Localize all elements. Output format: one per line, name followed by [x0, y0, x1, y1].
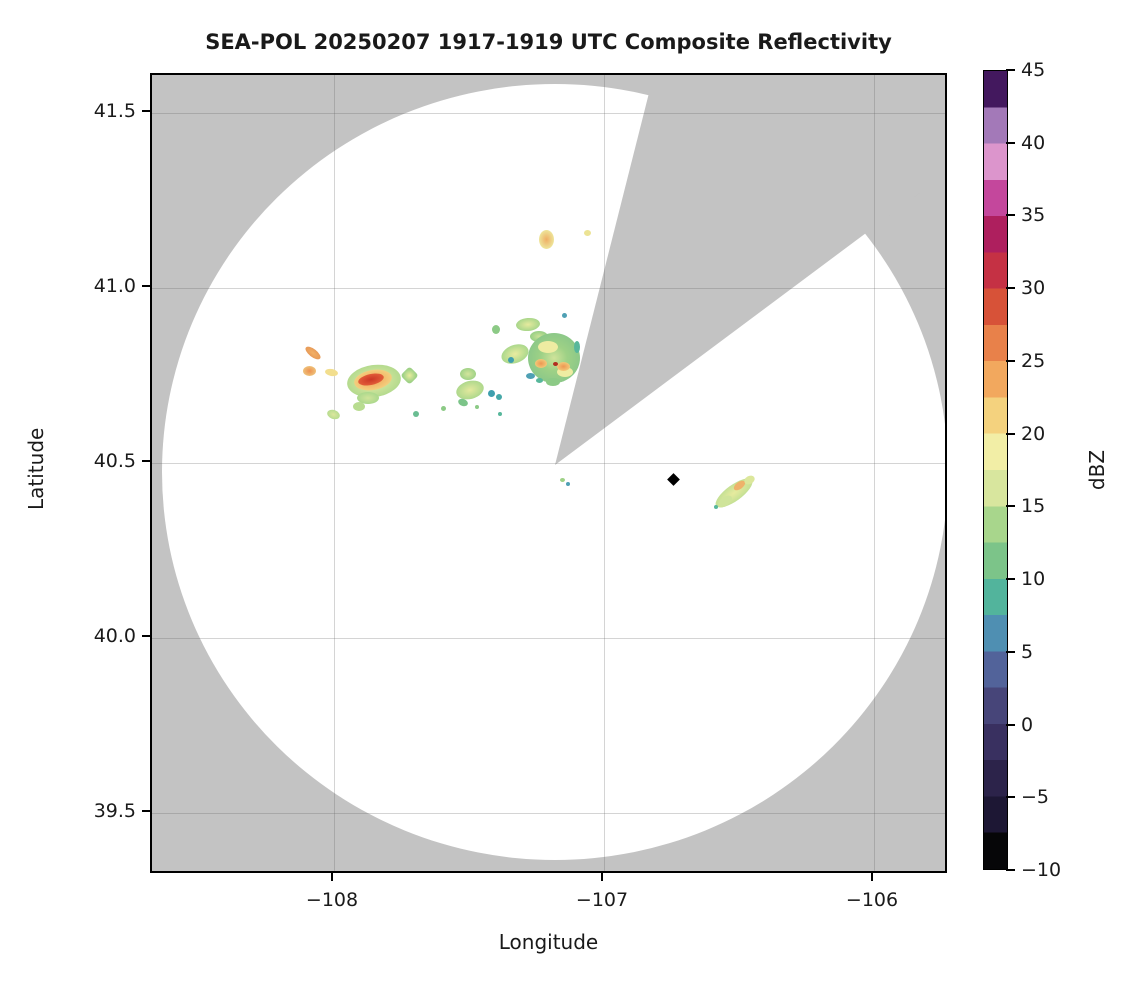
radar-echo — [508, 357, 514, 363]
radar-echo — [583, 230, 591, 236]
radar-echo — [559, 478, 565, 482]
radar-echo — [302, 366, 316, 376]
radar-echo — [566, 482, 570, 486]
x-tick — [331, 873, 333, 881]
colorbar-tick — [1006, 796, 1015, 798]
colorbar-tick — [1006, 360, 1015, 362]
radar-echo — [528, 333, 580, 383]
y-tick — [142, 285, 150, 287]
x-tick — [871, 873, 873, 881]
radar-echo — [561, 312, 567, 318]
radar-echo — [574, 341, 580, 353]
gridline-horizontal — [152, 462, 945, 464]
radar-echo — [498, 412, 502, 416]
colorbar-tick-label: 45 — [1021, 59, 1046, 81]
colorbar-tick-label: 0 — [1021, 714, 1034, 736]
radar-echo — [440, 405, 446, 411]
radar-echo — [535, 358, 547, 368]
radar-echo — [556, 361, 570, 371]
colorbar-tick — [1006, 869, 1015, 871]
colorbar-tick — [1006, 433, 1015, 435]
radar-echo — [525, 373, 535, 379]
colorbar-tick — [1006, 651, 1015, 653]
gridline-horizontal — [152, 112, 945, 114]
y-tick — [142, 110, 150, 112]
gridline-vertical — [333, 75, 335, 871]
y-tick-label: 41.0 — [93, 275, 136, 297]
colorbar-tick — [1006, 142, 1015, 144]
colorbar-tick-label: 5 — [1021, 641, 1034, 663]
radar-echo — [475, 405, 479, 409]
radar-echo — [557, 367, 573, 377]
y-axis-label: Latitude — [24, 427, 48, 510]
colorbar-tick-label: 10 — [1021, 568, 1046, 590]
colorbar-tick-label: 20 — [1021, 423, 1046, 445]
colorbar — [983, 70, 1008, 870]
gridline-horizontal — [152, 812, 945, 814]
gridline-vertical — [603, 75, 605, 871]
x-tick-label: −107 — [575, 889, 629, 911]
gridline-horizontal — [152, 287, 945, 289]
radar-echo — [353, 401, 365, 411]
radar-echo — [496, 394, 502, 400]
colorbar-tick-label: 25 — [1021, 350, 1046, 372]
radar-echo — [538, 229, 554, 249]
colorbar-tick-label: 35 — [1021, 204, 1046, 226]
y-tick-label: 40.5 — [93, 450, 136, 472]
radar-echo — [492, 324, 500, 334]
y-tick — [142, 460, 150, 462]
colorbar-tick-label: −10 — [1021, 859, 1062, 881]
radar-echo — [357, 392, 379, 404]
colorbar-label: dBZ — [1085, 449, 1109, 491]
radar-echo — [714, 505, 718, 509]
x-tick-label: −106 — [845, 889, 899, 911]
radar-echo — [552, 362, 558, 366]
colorbar-tick-label: −5 — [1021, 786, 1050, 808]
plot-area — [150, 73, 947, 873]
y-tick-label: 40.0 — [93, 625, 136, 647]
radar-echo — [413, 411, 419, 417]
colorbar-tick-label: 15 — [1021, 495, 1046, 517]
radar-echo — [487, 389, 495, 397]
y-tick-label: 39.5 — [93, 800, 136, 822]
blocked-sector-wedge — [555, 75, 945, 465]
gridline-horizontal — [152, 637, 945, 639]
colorbar-tick — [1006, 578, 1015, 580]
colorbar-tick — [1006, 69, 1015, 71]
colorbar-tick-label: 40 — [1021, 132, 1046, 154]
y-tick — [142, 635, 150, 637]
x-tick — [601, 873, 603, 881]
radar-echo — [535, 377, 543, 383]
y-tick — [142, 810, 150, 812]
gridline-vertical — [873, 75, 875, 871]
radar-echo — [460, 368, 476, 380]
colorbar-tick — [1006, 214, 1015, 216]
y-tick-label: 41.5 — [93, 100, 136, 122]
radar-echo — [538, 341, 558, 353]
radar-echo — [546, 378, 560, 386]
x-axis-label: Longitude — [498, 930, 599, 954]
colorbar-tick-label: 30 — [1021, 277, 1046, 299]
colorbar-tick — [1006, 287, 1015, 289]
chart-title: SEA-POL 20250207 1917-1919 UTC Composite… — [205, 30, 892, 54]
colorbar-tick — [1006, 505, 1015, 507]
colorbar-tick — [1006, 724, 1015, 726]
x-tick-label: −108 — [305, 889, 359, 911]
